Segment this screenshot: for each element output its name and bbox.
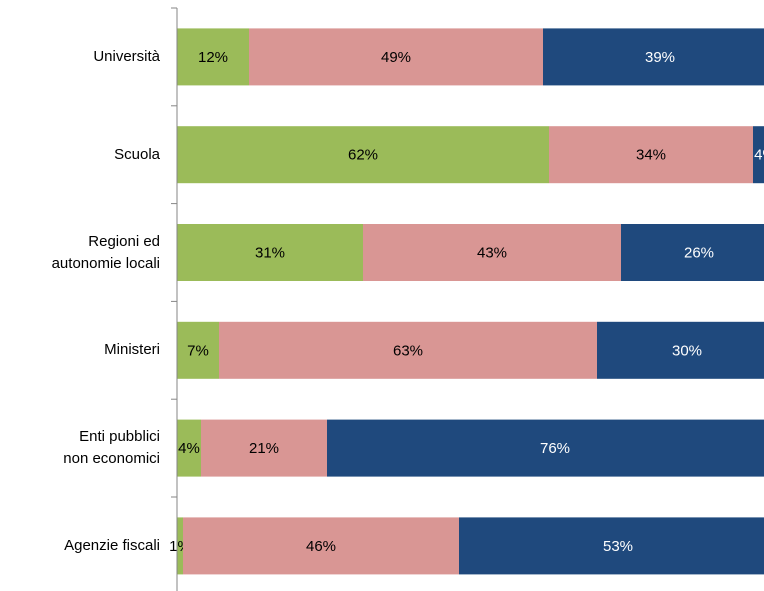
data-label: 7%	[187, 342, 209, 359]
data-label: 63%	[393, 342, 423, 359]
category-label: Agenzie fiscali	[64, 536, 160, 554]
bar-segment	[183, 517, 459, 575]
data-label: 26%	[684, 244, 714, 261]
bar-segment	[219, 321, 597, 379]
bar-segment	[459, 517, 764, 575]
data-label: 62%	[348, 147, 378, 164]
bar-segment	[597, 321, 764, 379]
bar-segment	[177, 28, 249, 86]
data-label: 30%	[672, 342, 702, 359]
bar-segment	[543, 28, 764, 86]
data-label: 21%	[249, 440, 279, 457]
category-label: Regioni ed autonomie locali	[51, 232, 160, 272]
bar-segment	[177, 126, 549, 184]
bar-segment	[177, 321, 219, 379]
data-label: 49%	[381, 49, 411, 66]
category-label: Scuola	[114, 145, 160, 163]
data-label: 34%	[636, 147, 666, 164]
bar-segment	[753, 126, 764, 184]
data-label: 46%	[306, 538, 336, 555]
data-label: 4%	[178, 440, 200, 457]
bar-segment	[249, 28, 543, 86]
data-label: 31%	[255, 244, 285, 261]
data-label: 76%	[540, 440, 570, 457]
bar-segment	[177, 224, 363, 281]
data-label: 4%	[754, 147, 764, 164]
data-label: 43%	[477, 244, 507, 261]
category-axis	[171, 7, 178, 591]
bar-segment	[327, 419, 764, 477]
data-label: 53%	[603, 538, 633, 555]
category-label: Università	[93, 47, 160, 65]
bar-segment	[363, 224, 621, 281]
data-label: 39%	[645, 49, 675, 66]
category-label: Enti pubblici non economici	[63, 428, 160, 468]
bar-segment	[549, 126, 753, 184]
bar-segment	[201, 419, 327, 477]
category-label: Ministeri	[104, 341, 160, 359]
bar-segment	[177, 419, 201, 477]
bar-segment	[621, 224, 764, 281]
data-label: 12%	[198, 49, 228, 66]
bars: 12% 49% 39% 62% 34% 4% 31% 43% 26% 7% 63% 30% 4% 21% 7…	[169, 28, 764, 575]
bar-segment	[177, 517, 183, 575]
